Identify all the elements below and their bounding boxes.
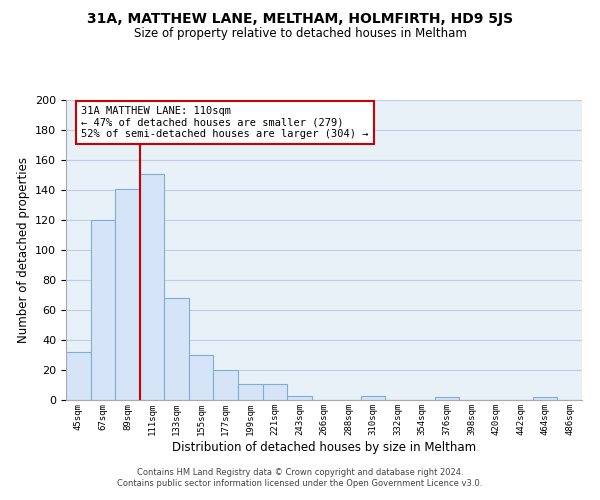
Y-axis label: Number of detached properties: Number of detached properties [17, 157, 29, 343]
Bar [66, 352, 91, 400]
Bar [115, 188, 140, 400]
Bar [164, 298, 189, 400]
X-axis label: Distribution of detached houses by size in Meltham: Distribution of detached houses by size … [172, 440, 476, 454]
Bar [434, 397, 459, 400]
Bar [533, 397, 557, 400]
Bar [263, 384, 287, 400]
Text: 31A, MATTHEW LANE, MELTHAM, HOLMFIRTH, HD9 5JS: 31A, MATTHEW LANE, MELTHAM, HOLMFIRTH, H… [87, 12, 513, 26]
Text: Contains HM Land Registry data © Crown copyright and database right 2024.
Contai: Contains HM Land Registry data © Crown c… [118, 468, 482, 487]
Bar [287, 396, 312, 400]
Bar [214, 370, 238, 400]
Bar [361, 396, 385, 400]
Text: Size of property relative to detached houses in Meltham: Size of property relative to detached ho… [134, 28, 466, 40]
Text: 31A MATTHEW LANE: 110sqm
← 47% of detached houses are smaller (279)
52% of semi-: 31A MATTHEW LANE: 110sqm ← 47% of detach… [82, 106, 369, 139]
Bar [189, 355, 214, 400]
Bar [238, 384, 263, 400]
Bar [91, 220, 115, 400]
Bar [140, 174, 164, 400]
